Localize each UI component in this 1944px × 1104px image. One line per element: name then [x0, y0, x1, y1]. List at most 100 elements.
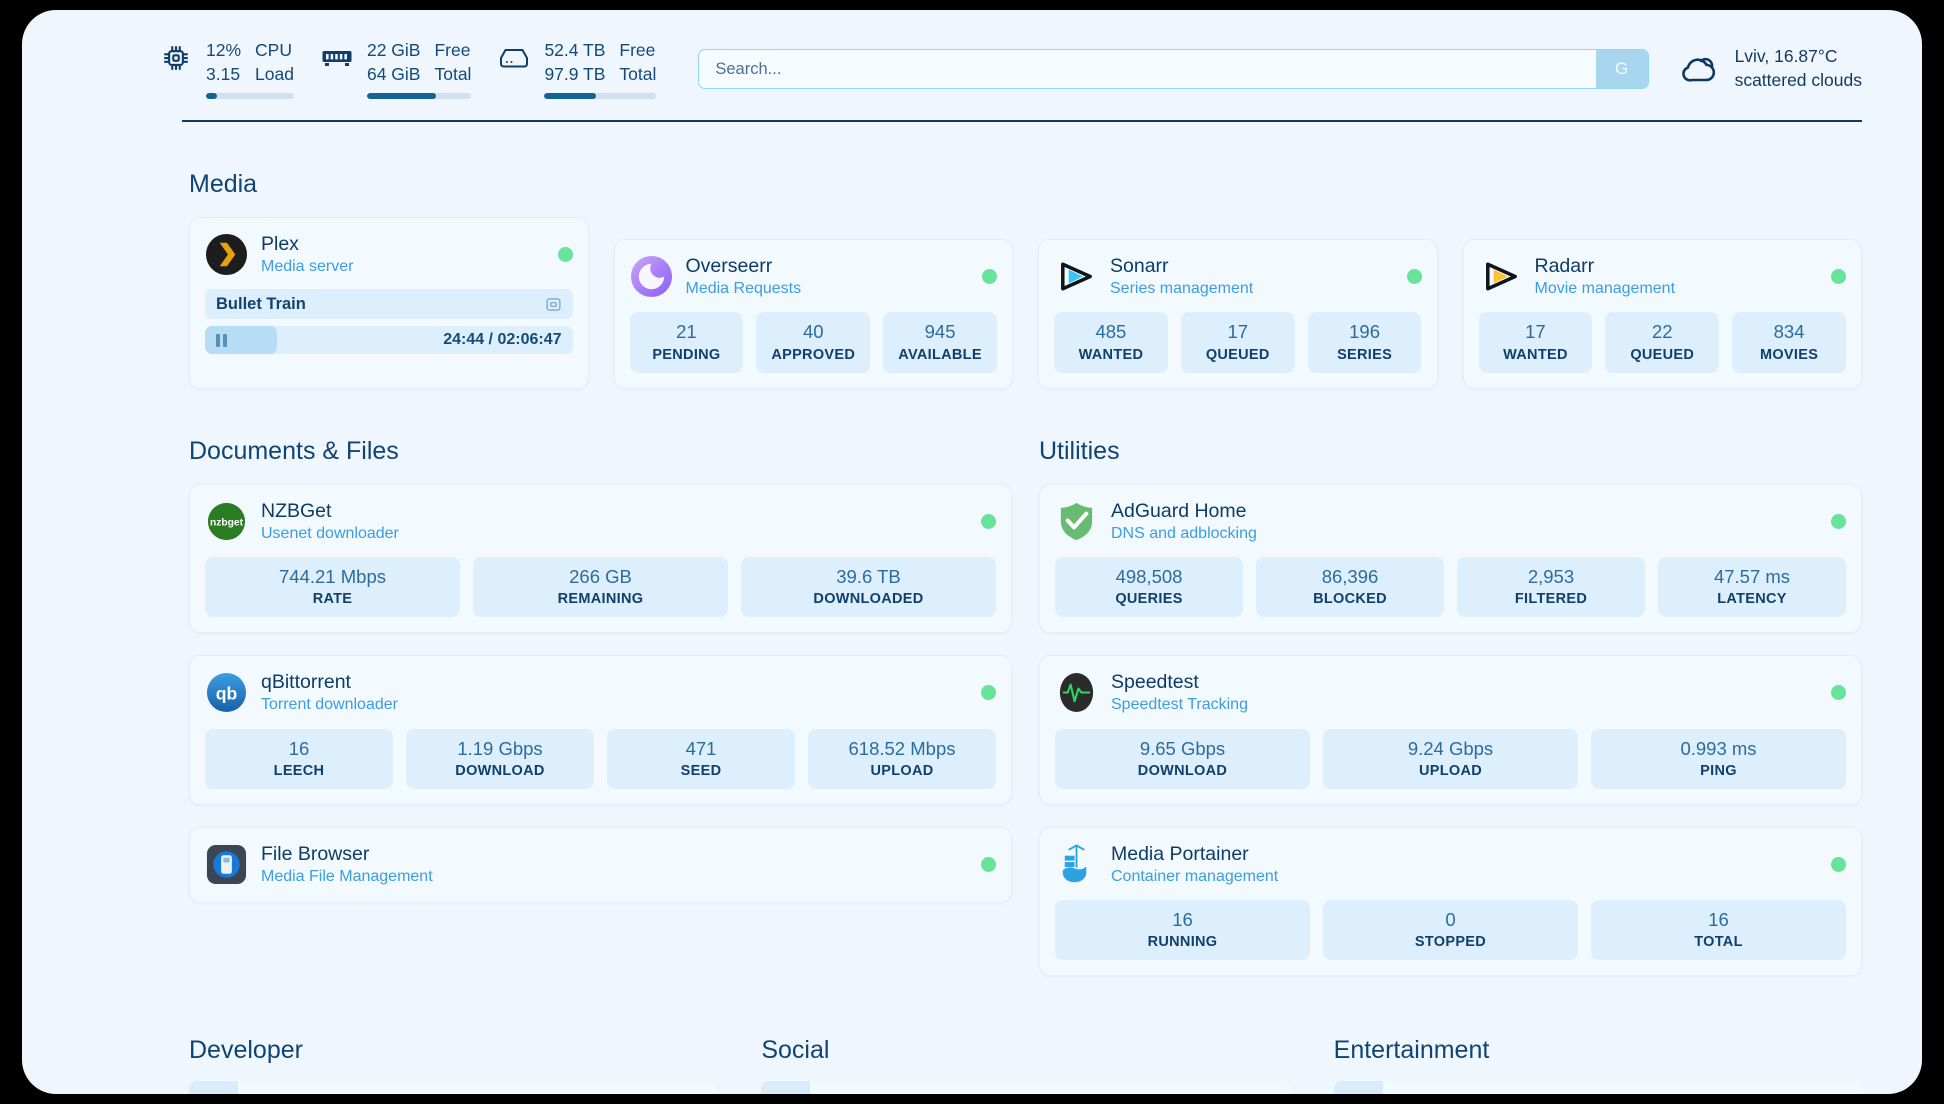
search-engine-button[interactable]: G	[1595, 50, 1648, 88]
service-name: Speedtest	[1111, 671, 1199, 694]
service-card[interactable]: nzbget NZBGet Usenet downloader 744.21 Mbps…	[189, 483, 1012, 634]
service-stat-tiles: 498,508 QUERIES 86,396 BLOCKED 2,953 FILTERED…	[1055, 557, 1846, 618]
service-card[interactable]: AdGuard Home DNS and adblocking 498,508 QUE…	[1039, 483, 1862, 634]
section-title-documents: Documents & Files	[189, 436, 399, 465]
stat-tile-value: 86,396	[1321, 566, 1379, 588]
service-card-meta: Speedtest Speedtest Tracking	[1111, 670, 1248, 715]
status-indicator-online	[1831, 269, 1846, 285]
stat-progress-bar	[366, 92, 472, 99]
service-card-meta: NZBGet Usenet downloader	[261, 499, 399, 544]
dashboard-content: Media Plex Media server Bullet Train 24:44 …	[22, 170, 1922, 1094]
search-area: G	[698, 49, 1649, 89]
bookmark-link[interactable]: GHGithub github.com	[189, 1081, 718, 1094]
bookmark-group-title: Social	[761, 1036, 830, 1065]
stat-tile-label: BLOCKED	[1313, 591, 1387, 608]
portainer-icon	[1055, 843, 1098, 886]
stat-tile: 0.993 ms PING	[1591, 728, 1846, 789]
system-stat-body: 12% 3.15 CPU Load	[206, 39, 294, 99]
stat-tile-label: MOVIES	[1759, 346, 1819, 363]
stat-tile: 945 AVAILABLE	[883, 312, 997, 373]
service-stat-tiles: 16 LEECH 1.19 Gbps DOWNLOAD 471 SEED 618.52 Mb…	[205, 728, 996, 789]
weather-description: scattered clouds	[1734, 70, 1862, 90]
bookmark-group: EntertainmentYTYouTubeyoutube.comNFNetfl…	[1333, 1036, 1862, 1094]
stat-tile-value: 618.52 Mbps	[848, 737, 956, 759]
stat-tile-value: 22	[1651, 321, 1673, 343]
bookmark-name: YouTube	[1383, 1092, 1464, 1094]
stat-tile-value: 834	[1773, 321, 1805, 343]
stat-tile-value: 21	[676, 321, 697, 343]
status-indicator-online	[981, 685, 996, 701]
system-stat-3: 52.4 TB 97.9 TB Free Total	[497, 39, 657, 99]
stat-tile-label: TOTAL	[1694, 934, 1743, 951]
section-title-utilities: Utilities	[1039, 436, 1120, 465]
service-card-meta: Radarr Movie management	[1535, 254, 1676, 299]
service-card[interactable]: Plex Media server Bullet Train 24:44 / 02:0…	[189, 217, 589, 389]
stat-tile-label: APPROVED	[771, 346, 856, 363]
service-name: qBittorrent	[261, 671, 351, 694]
stat-tile-value: 744.21 Mbps	[279, 566, 386, 588]
stat-tile: 22 QUEUED	[1605, 312, 1720, 373]
stat-tile-value: 17	[1227, 321, 1249, 343]
search-box[interactable]: G	[698, 49, 1649, 89]
service-stat-tiles: 744.21 Mbps RATE 266 GB REMAINING 39.6 TB DOW…	[205, 557, 996, 618]
stat-tile-label: DOWNLOAD	[455, 762, 545, 779]
stat-tile-label: REMAINING	[557, 591, 644, 608]
sonarr-icon	[1054, 255, 1097, 298]
playback-time: 24:44 / 02:06:47	[443, 331, 562, 349]
search-input[interactable]	[699, 59, 1596, 79]
cast-icon[interactable]	[545, 296, 562, 313]
stat-tile-label: RUNNING	[1147, 934, 1218, 951]
service-card-meta: Plex Media server	[261, 232, 353, 277]
service-card[interactable]: Overseerr Media Requests 21 PENDING 40 APPROV…	[613, 239, 1013, 389]
stat-progress-bar	[544, 92, 657, 99]
stat-tile-value: 40	[802, 321, 824, 343]
service-card[interactable]: File Browser Media File Management	[189, 826, 1012, 904]
stat-tile-value: 945	[924, 321, 956, 343]
stat-tile-value: 0.993 ms	[1680, 737, 1757, 759]
dashboard-window: 12% 3.15 CPU Load 22 GiB 64 GiB Free Total 52.4 …	[22, 10, 1922, 1094]
stat-tile-label: RATE	[312, 591, 353, 608]
service-card-meta: File Browser Media File Management	[261, 842, 433, 887]
service-card[interactable]: qb qBittorrent Torrent downloader 16 LEECH 1.…	[189, 655, 1012, 805]
stat-tile-value: 39.6 TB	[836, 566, 901, 588]
stat-tile-value: 9.24 Gbps	[1407, 737, 1494, 759]
status-indicator-online	[1406, 269, 1422, 285]
stat-tile: 9.65 Gbps DOWNLOAD	[1055, 728, 1310, 789]
stat-tile: 498,508 QUERIES	[1055, 557, 1243, 618]
stat-tile-value: 16	[1172, 909, 1193, 931]
bookmark-link[interactable]: YTYouTube youtube.com	[1333, 1081, 1862, 1094]
service-card-header: Speedtest Speedtest Tracking	[1055, 670, 1846, 715]
now-playing-bar[interactable]: Bullet Train	[205, 289, 573, 320]
service-stat-tiles: 17 WANTED 22 QUEUED 834 MOVIES	[1478, 312, 1847, 373]
stat-tile: 196 SERIES	[1307, 312, 1422, 373]
stat-tile-value: 498,508	[1115, 566, 1183, 588]
service-card[interactable]: Speedtest Speedtest Tracking 9.65 Gbps DOWN…	[1039, 655, 1862, 805]
stat-tile-label: PING	[1700, 762, 1737, 779]
bookmark-link[interactable]: LILinkedIn linkedin.com	[761, 1081, 1290, 1094]
stat-tile: 47.57 ms LATENCY	[1658, 557, 1846, 618]
playback-progress-bar[interactable]: 24:44 / 02:06:47	[205, 326, 573, 355]
service-description: Media Requests	[685, 279, 802, 297]
stat-tile: 17 WANTED	[1478, 312, 1593, 373]
pause-icon[interactable]	[216, 333, 227, 347]
stat-tile-value: 196	[1349, 321, 1380, 343]
section-title-media: Media	[189, 170, 258, 198]
service-description: Media server	[261, 257, 354, 275]
service-stat-tiles: 9.65 Gbps DOWNLOAD 9.24 Gbps UPLOAD 0.993 ms…	[1055, 728, 1846, 789]
media-card-grid: Plex Media server Bullet Train 24:44 / 02:0…	[189, 217, 1862, 389]
stat-tile-value: 17	[1525, 321, 1546, 343]
weather-location-temp: Lviv, 16.87°C	[1734, 46, 1838, 67]
status-indicator-online	[1831, 513, 1846, 529]
stat-tile-label: AVAILABLE	[898, 346, 982, 363]
stat-tile: 266 GB REMAINING	[473, 557, 728, 618]
service-card[interactable]: Radarr Movie management 17 WANTED 22 QUEUED 83…	[1462, 239, 1862, 389]
services-columns: Documents & Files nzbget NZBGet Usenet dow…	[189, 389, 1862, 977]
status-indicator-online	[557, 247, 573, 263]
service-card[interactable]: Sonarr Series management 485 WANTED 17 QUEUED…	[1038, 239, 1438, 389]
stat-tile: 16 TOTAL	[1591, 900, 1846, 961]
bookmark-group: SocialLILinkedInlinkedin.comTWTwittertwi…	[761, 1036, 1290, 1094]
bookmark-url: youtube.com	[1752, 1092, 1862, 1094]
stat-tile-value: 485	[1095, 321, 1127, 343]
stat-tile-value: 1.19 Gbps	[457, 737, 543, 759]
service-card[interactable]: Media Portainer Container management 16 RUN…	[1039, 826, 1862, 977]
